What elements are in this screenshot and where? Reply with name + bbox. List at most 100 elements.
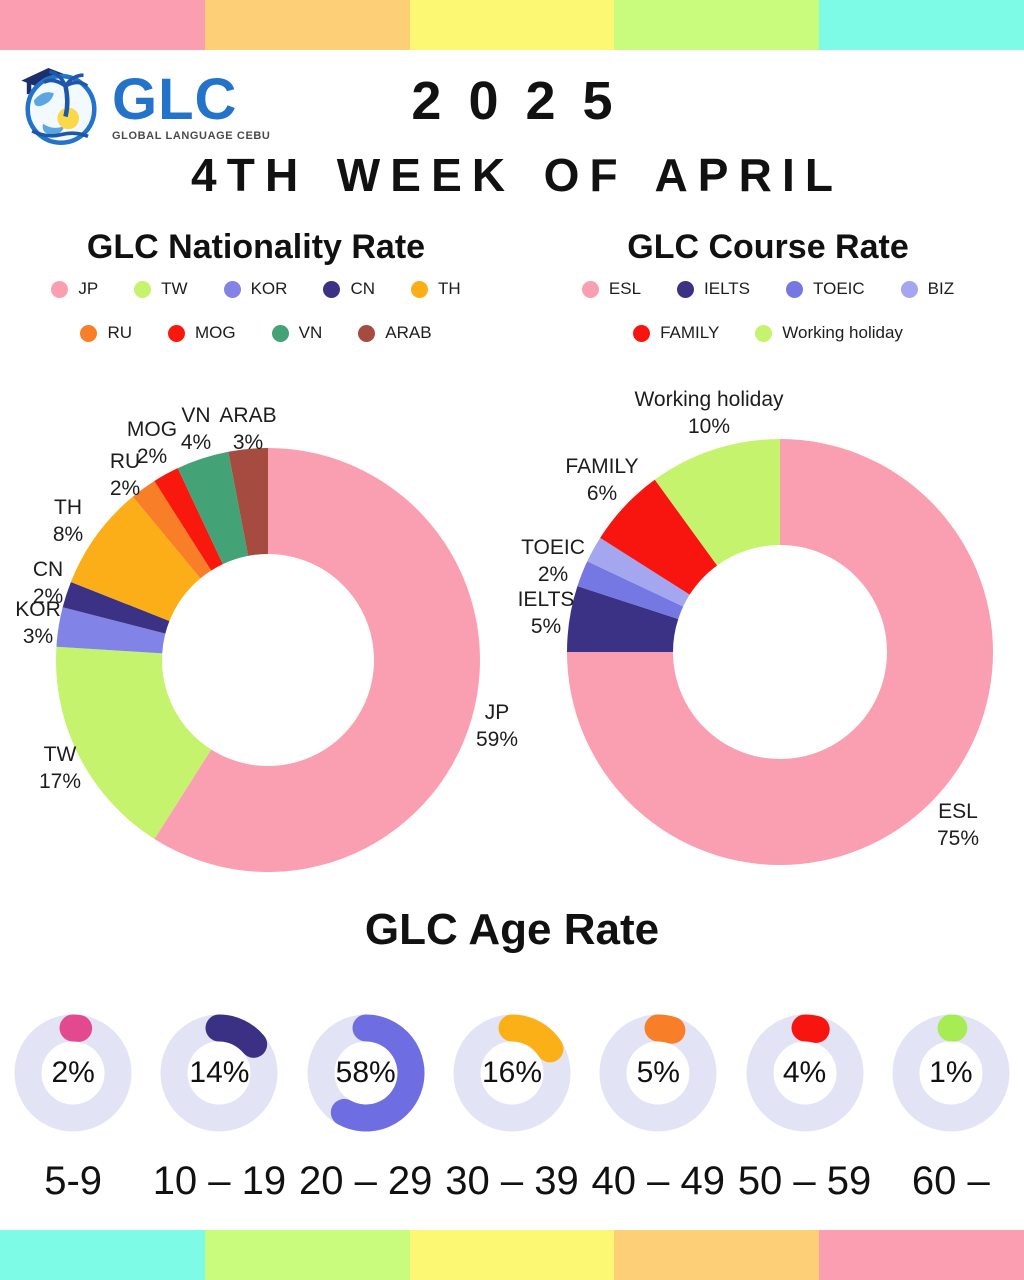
nationality-slice-jp bbox=[154, 448, 480, 872]
globe-palm-logo-icon bbox=[16, 58, 106, 155]
stripe-segment bbox=[614, 1230, 820, 1280]
course-label-toeic: TOEIC 2% bbox=[521, 536, 585, 586]
jp-color-dot-icon bbox=[51, 280, 69, 298]
age-range-label: 30 – 39 bbox=[445, 1159, 579, 1203]
age-ring: 2% bbox=[13, 1013, 133, 1133]
stripe-segment bbox=[409, 1230, 615, 1280]
age-ring-percent: 14% bbox=[189, 1056, 250, 1089]
stripe-segment bbox=[819, 0, 1024, 50]
nationality-chart-section: GLC Nationality Rate JP TW KOR CN TH RU MOG VN A… bbox=[0, 228, 518, 890]
course-label-working-holiday: Working holiday 10% bbox=[634, 388, 784, 438]
ring-value-arc bbox=[644, 1014, 686, 1044]
nationality-label-jp: JP 59% bbox=[475, 701, 519, 751]
logo-subtext: GLOBAL LANGUAGE CEBU bbox=[112, 129, 271, 142]
age-ring-percent: 16% bbox=[481, 1056, 542, 1089]
course-chart-section: GLC Course Rate ESL IELTS TOEIC BIZ FAMILY Wo… bbox=[512, 228, 1024, 890]
course-slice-family bbox=[600, 479, 718, 595]
course-legend-row: FAMILY Working holiday bbox=[633, 323, 903, 343]
age-rate-section: GLC Age Rate 2% 5-9 14% 10 – 19 58% 20 – 29 16… bbox=[0, 905, 1024, 1204]
age-ring: 5% bbox=[598, 1013, 718, 1133]
th-color-dot-icon bbox=[411, 280, 428, 298]
legend-item-kor: KOR bbox=[223, 279, 287, 299]
legend-label: BIZ bbox=[927, 279, 955, 298]
age-ring-percent: 4% bbox=[782, 1056, 827, 1089]
legend-item-ielts: IELTS bbox=[677, 279, 750, 299]
course-slice-biz bbox=[587, 537, 690, 607]
bottom-color-stripe bbox=[0, 1230, 1024, 1280]
cn-color-dot-icon bbox=[323, 280, 341, 298]
nationality-label-vn: VN 4% bbox=[180, 404, 212, 454]
age-ring-percent: 5% bbox=[636, 1056, 680, 1089]
legend-item-ru: RU bbox=[80, 323, 132, 343]
course-label-ielts: IELTS 5% bbox=[517, 588, 575, 638]
course-label-family: FAMILY 6% bbox=[565, 455, 639, 505]
stripe-segment bbox=[0, 0, 205, 50]
nationality-label-arab: ARAB 3% bbox=[219, 404, 277, 454]
nationality-slice-vn bbox=[177, 451, 249, 565]
course-legend: ESL IELTS TOEIC BIZ FAMILY Working holiday bbox=[512, 279, 1024, 343]
age-range-label: 40 – 49 bbox=[591, 1159, 725, 1203]
age-gauge-40-49: 5% 40 – 49 bbox=[585, 1013, 731, 1204]
legend-item-cn: CN bbox=[323, 279, 375, 299]
course-slice-esl bbox=[567, 439, 993, 865]
ring-value-arc bbox=[791, 1014, 830, 1043]
legend-item-jp: JP bbox=[51, 279, 98, 299]
stripe-segment bbox=[819, 1230, 1024, 1280]
week-subtitle: 4TH WEEK OF APRIL bbox=[191, 149, 844, 201]
nationality-slice-mog bbox=[154, 468, 223, 571]
ring-value-arc bbox=[330, 1014, 425, 1132]
legend-label: TW bbox=[161, 279, 188, 298]
age-ring: 4% bbox=[745, 1013, 865, 1133]
age-rate-title: GLC Age Rate bbox=[364, 905, 660, 954]
age-gauge-20-29: 58% 20 – 29 bbox=[293, 1013, 439, 1204]
esl-color-dot-icon bbox=[581, 280, 599, 298]
age-ring-percent: 58% bbox=[335, 1056, 396, 1089]
legend-label: RU bbox=[107, 323, 133, 342]
stripe-segment bbox=[0, 1230, 205, 1280]
legend-label: ESL bbox=[608, 279, 642, 298]
mog-color-dot-icon bbox=[168, 324, 186, 342]
legend-item-tw: TW bbox=[134, 279, 188, 299]
family-color-dot-icon bbox=[633, 324, 651, 342]
nationality-label-th: TH 8% bbox=[52, 496, 84, 546]
stripe-segment bbox=[204, 0, 410, 50]
course-slice-ielts bbox=[567, 586, 679, 652]
age-range-label: 10 – 19 bbox=[152, 1159, 287, 1203]
course-legend-row: ESL IELTS TOEIC BIZ bbox=[581, 279, 955, 299]
course-slice-working-holiday bbox=[654, 439, 780, 566]
age-range-label: 60 – bbox=[911, 1159, 990, 1203]
nationality-donut-chart: JP 59% TW 17% KOR 3% CN 2% TH 8% RU 2% MOG 2% VN 4% ARAB… bbox=[0, 390, 518, 890]
age-gauges-row: 2% 5-9 14% 10 – 19 58% 20 – 29 16% 30 – 39 5% 40 … bbox=[0, 1013, 1024, 1204]
legend-item-biz: BIZ bbox=[900, 279, 955, 299]
legend-label: TOEIC bbox=[813, 279, 865, 298]
logo-text-block: GLC GLOBAL LANGUAGE CEBU bbox=[112, 66, 271, 142]
age-gauge-10-19: 14% 10 – 19 bbox=[146, 1013, 292, 1204]
logo-acronym: GLC bbox=[112, 66, 238, 132]
course-donut-chart: ESL 75% IELTS 5% TOEIC 2% FAMILY 6% Working holi… bbox=[512, 388, 1024, 890]
legend-item-mog: MOG bbox=[168, 323, 236, 343]
legend-label: Working holiday bbox=[782, 323, 903, 342]
legend-item-arab: ARAB bbox=[358, 323, 432, 343]
legend-item-working-holiday: Working holiday bbox=[755, 323, 903, 343]
vn-color-dot-icon bbox=[271, 324, 289, 342]
nationality-slice-kor bbox=[56, 607, 166, 654]
nationality-slice-ru bbox=[132, 481, 212, 579]
stripe-segment bbox=[409, 0, 615, 50]
ring-value-arc bbox=[498, 1014, 564, 1063]
course-slice-toeic bbox=[577, 561, 684, 619]
legend-label: TH bbox=[438, 279, 461, 298]
age-ring-svg bbox=[746, 1014, 864, 1132]
legend-item-esl: ESL bbox=[581, 279, 642, 299]
age-ring-percent: 2% bbox=[51, 1056, 95, 1089]
legend-item-vn: VN bbox=[271, 323, 322, 343]
year-title: 2025 bbox=[411, 71, 640, 131]
legend-label: FAMILY bbox=[660, 323, 720, 342]
age-gauge-50-59: 4% 50 – 59 bbox=[731, 1013, 877, 1204]
age-ring-svg bbox=[599, 1014, 717, 1132]
nationality-label-tw: TW 17% bbox=[38, 743, 82, 793]
top-color-stripe bbox=[0, 0, 1024, 50]
course-label-esl: ESL 75% bbox=[936, 800, 980, 850]
age-ring: 14% bbox=[159, 1013, 279, 1133]
nationality-slice-tw bbox=[56, 646, 212, 839]
